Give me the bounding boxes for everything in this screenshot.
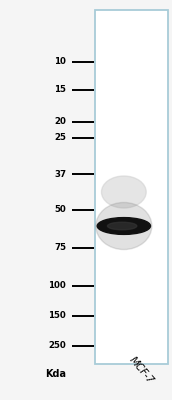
Ellipse shape bbox=[97, 218, 150, 234]
Text: 15: 15 bbox=[54, 86, 66, 94]
Text: Kda: Kda bbox=[45, 369, 66, 379]
Text: 150: 150 bbox=[49, 312, 66, 320]
Ellipse shape bbox=[108, 222, 137, 230]
Ellipse shape bbox=[101, 176, 146, 208]
FancyBboxPatch shape bbox=[95, 10, 168, 364]
Text: 25: 25 bbox=[54, 134, 66, 142]
Text: 50: 50 bbox=[55, 206, 66, 214]
Text: MCF-7: MCF-7 bbox=[127, 354, 155, 386]
Text: 75: 75 bbox=[54, 244, 66, 252]
Text: 10: 10 bbox=[54, 58, 66, 66]
Text: 20: 20 bbox=[54, 118, 66, 126]
Text: 100: 100 bbox=[49, 282, 66, 290]
Text: 250: 250 bbox=[49, 342, 66, 350]
Text: 37: 37 bbox=[54, 170, 66, 178]
Ellipse shape bbox=[96, 202, 152, 250]
